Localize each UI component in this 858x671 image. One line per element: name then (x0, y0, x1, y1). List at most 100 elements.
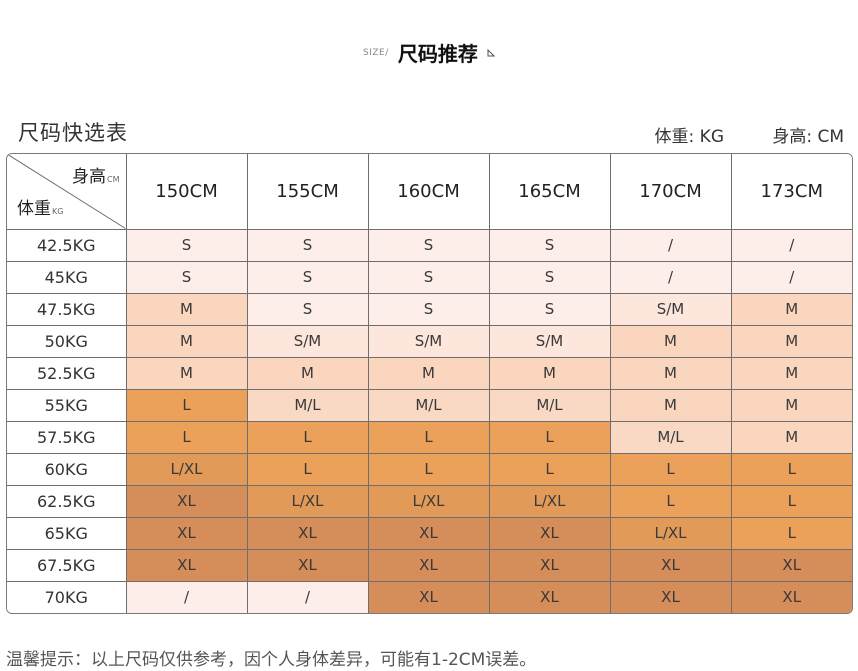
size-cell: M/L (246, 388, 369, 422)
size-cell: XL (125, 516, 248, 550)
size-cell: XL (730, 548, 852, 582)
size-cell: / (609, 229, 732, 262)
size-cell: XL (246, 516, 369, 550)
height-column-header: 170CM (609, 154, 732, 230)
size-cell: S (367, 229, 490, 262)
size-heading: SIZE/ 尺码推荐 (0, 38, 858, 68)
height-column-header: 160CM (367, 154, 490, 230)
table-row: 67.5KG XL XL XL XL XL XL (7, 548, 852, 582)
weight-cell: 60KG (7, 452, 127, 486)
size-cell: S (488, 292, 611, 326)
size-cell: S/M (367, 324, 490, 358)
size-cell: S (367, 292, 490, 326)
size-cell: XL (125, 548, 248, 582)
size-cell: M (730, 324, 852, 358)
size-cell: L (730, 452, 852, 486)
weight-cell: 67.5KG (7, 548, 127, 582)
size-cell: / (125, 580, 248, 613)
table-body: 42.5KG S S S S //45KG S S S S //47.5KG M S S S S/M M 50KG… (7, 229, 852, 613)
size-cell: XL (367, 580, 490, 613)
weight-cell: 52.5KG (7, 356, 127, 390)
size-cell: / (609, 260, 732, 294)
corner-arrow-icon (487, 48, 495, 56)
size-cell: L/XL (125, 452, 248, 486)
table-subheader: 尺码快选表 体重: KG 身高: CM (18, 117, 844, 147)
size-cell: XL (730, 580, 852, 613)
table-row: 70KG / / XL XL XL XL (7, 580, 852, 613)
table-row: 60KG L/XL L L L L L (7, 452, 852, 486)
size-cell: M (125, 292, 248, 326)
table-row: 50KG M S/M S/M S/M M M (7, 324, 852, 358)
weight-cell: 70KG (7, 580, 127, 613)
size-cell: XL (488, 580, 611, 613)
size-cell: L (246, 420, 369, 454)
size-cell: M (246, 356, 369, 390)
weight-cell: 62.5KG (7, 484, 127, 518)
size-cell: L/XL (367, 484, 490, 518)
size-table: 身高CM 体重KG 150CM 155CM 160CM 165CM 170CM 173CM… (7, 154, 852, 613)
size-cell: L (488, 452, 611, 486)
size-cell: L/XL (246, 484, 369, 518)
size-cell: S (488, 260, 611, 294)
size-cell: M (609, 324, 732, 358)
size-cell: L (609, 452, 732, 486)
table-row: 55KG L M/L M/L M/L M M (7, 388, 852, 422)
weight-cell: 65KG (7, 516, 127, 550)
corner-header-cell: 身高CM 体重KG (7, 154, 127, 230)
weight-cell: 55KG (7, 388, 127, 422)
size-cell: M/L (488, 388, 611, 422)
size-cell: / (246, 580, 369, 613)
size-cell: L (125, 420, 248, 454)
height-column-header: 150CM (125, 154, 248, 230)
size-cell: M (125, 356, 248, 390)
size-cell: L (730, 484, 852, 518)
size-cell: / (730, 229, 852, 262)
size-cell: S (367, 260, 490, 294)
table-row: 65KG XL XL XL XL L/XL L (7, 516, 852, 550)
weight-cell: 45KG (7, 260, 127, 294)
table-row: 42.5KG S S S S / / (7, 229, 852, 262)
size-cell: M (488, 356, 611, 390)
size-cell: L (488, 420, 611, 454)
size-cell: XL (488, 548, 611, 582)
table-row: 52.5KG M M M M M M (7, 356, 852, 390)
size-cell: XL (367, 548, 490, 582)
size-cell: M (730, 356, 852, 390)
weight-cell: 47.5KG (7, 292, 127, 326)
size-table-container: 身高CM 体重KG 150CM 155CM 160CM 165CM 170CM 173CM… (6, 153, 853, 614)
weight-cell: 57.5KG (7, 420, 127, 454)
table-header-row: 身高CM 体重KG 150CM 155CM 160CM 165CM 170CM 173CM (7, 154, 852, 230)
size-cell: M (730, 292, 852, 326)
size-cell: XL (246, 548, 369, 582)
table-row: 57.5KG L L L L M/L M (7, 420, 852, 454)
size-cell: L (367, 420, 490, 454)
size-cell: L (730, 516, 852, 550)
size-cell: S (246, 229, 369, 262)
size-cell: / (730, 260, 852, 294)
size-cell: M/L (367, 388, 490, 422)
weight-cell: 50KG (7, 324, 127, 358)
size-cell: L/XL (609, 516, 732, 550)
size-cell: M (367, 356, 490, 390)
weight-axis-label: 体重KG (17, 198, 64, 219)
height-axis-label: 身高CM (72, 167, 120, 187)
height-unit-label: 身高: CM (772, 127, 844, 147)
size-cell: XL (609, 548, 732, 582)
size-cell: XL (488, 516, 611, 550)
size-cell: S (125, 229, 248, 262)
size-cell: M (125, 324, 248, 358)
size-cell: L (125, 388, 248, 422)
size-cell: M (730, 420, 852, 454)
table-row: 45KG S S S S / / (7, 260, 852, 294)
size-cell: M (609, 356, 732, 390)
size-cell: L/XL (488, 484, 611, 518)
height-column-header: 173CM (730, 154, 852, 230)
weight-unit-label: 体重: KG (654, 127, 724, 147)
table-row: 47.5KG M S S S S/M M (7, 292, 852, 326)
weight-cell: 42.5KG (7, 229, 127, 262)
size-cell: S (488, 229, 611, 262)
size-cell: S/M (609, 292, 732, 326)
size-cell: L (246, 452, 369, 486)
height-column-header: 155CM (246, 154, 369, 230)
